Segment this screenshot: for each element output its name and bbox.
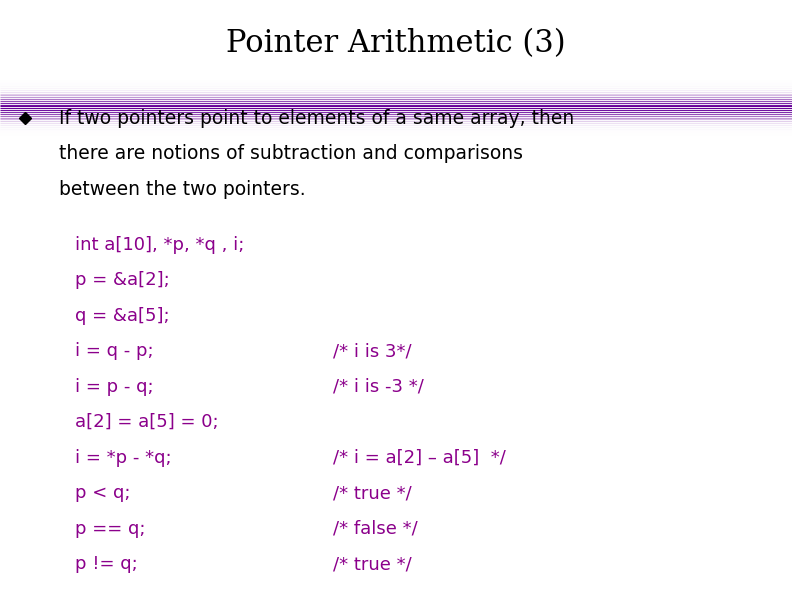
Text: Pointer Arithmetic (3): Pointer Arithmetic (3) (227, 28, 565, 59)
Text: If two pointers point to elements of a same array, then: If two pointers point to elements of a s… (59, 109, 575, 128)
Text: /* true */: /* true */ (333, 555, 411, 573)
Text: p < q;: p < q; (75, 484, 131, 502)
Text: /* false */: /* false */ (333, 520, 417, 537)
Text: i = q - p;: i = q - p; (75, 342, 154, 360)
Text: p == q;: p == q; (75, 520, 146, 537)
Text: i = *p - *q;: i = *p - *q; (75, 449, 172, 466)
Text: i = p - q;: i = p - q; (75, 378, 154, 395)
Text: a[2] = a[5] = 0;: a[2] = a[5] = 0; (75, 413, 219, 431)
Text: q = &a[5];: q = &a[5]; (75, 307, 169, 324)
Text: p = &a[2];: p = &a[2]; (75, 271, 170, 289)
Text: p != q;: p != q; (75, 555, 138, 573)
Text: /* i = a[2] – a[5]  */: /* i = a[2] – a[5] */ (333, 449, 505, 466)
Text: there are notions of subtraction and comparisons: there are notions of subtraction and com… (59, 144, 524, 163)
Text: int a[10], *p, *q , i;: int a[10], *p, *q , i; (75, 236, 245, 253)
Text: /* i is 3*/: /* i is 3*/ (333, 342, 411, 360)
Text: /* true */: /* true */ (333, 484, 411, 502)
Text: /* i is -3 */: /* i is -3 */ (333, 378, 424, 395)
Text: between the two pointers.: between the two pointers. (59, 180, 306, 199)
